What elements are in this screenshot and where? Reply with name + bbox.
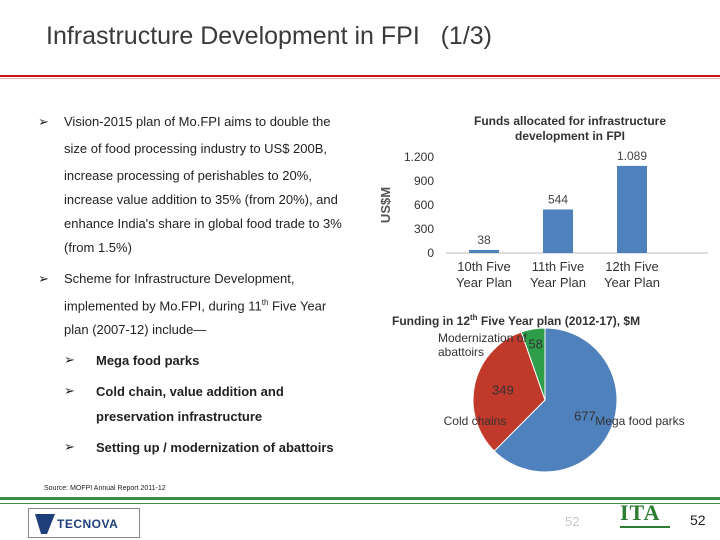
bar-category-label: Year Plan — [604, 275, 660, 290]
pie-chart-title: Funding in 12th Five Year plan (2012-17)… — [392, 313, 641, 328]
tecnova-logo-mark-icon — [35, 514, 55, 534]
footer-green-rule-thin — [0, 503, 720, 504]
ita-logo-underline — [620, 526, 670, 528]
bar — [543, 209, 573, 253]
bar — [469, 249, 499, 253]
bar-category-label: 11th Five — [532, 259, 585, 274]
page-number: 52 — [690, 512, 706, 528]
bar-y-tick-label: 300 — [414, 222, 434, 236]
bar-value-label: 38 — [477, 233, 491, 247]
bar-y-axis-label: US$M — [378, 187, 393, 223]
ita-logo: ITA — [618, 500, 690, 536]
bar-category-label: Year Plan — [530, 275, 586, 290]
bar-value-label: 1.089 — [617, 149, 647, 163]
bar-y-tick-label: 600 — [414, 198, 434, 212]
title-rule — [0, 75, 720, 77]
bar-y-tick-label: 1.200 — [404, 150, 434, 164]
bullet-1-line-2: size of food processing industry to US$ … — [64, 141, 328, 156]
bullet-1-line-6: (from 1.5%) — [64, 240, 132, 255]
pie-slice-label: Mega food parks — [595, 414, 684, 428]
sub-bullet-arrow-icon: ➢ — [64, 352, 75, 367]
bullet-arrow-icon: ➢ — [38, 271, 49, 286]
pie-slice-label: Modernization of — [438, 331, 527, 345]
bullet-1-line-3: increase processing of perishables to 20… — [64, 168, 312, 183]
tecnova-logo-text: TECNOVA — [57, 517, 119, 531]
sub-bullet-cold-chain: Cold chain, value addition and — [96, 384, 284, 399]
sub-bullet-cold-chain-cont: preservation infrastructure — [96, 409, 263, 424]
bullet-1-line-5: enhance India's share in global food tra… — [64, 216, 342, 231]
sub-bullet-abattoirs: Setting up / modernization of abattoirs — [96, 440, 334, 455]
pie-value-label: 58 — [528, 337, 542, 352]
bar — [617, 165, 647, 253]
bar-y-tick-label: 0 — [427, 246, 434, 260]
pie-slice-label: Cold chains — [444, 414, 507, 428]
pie-chart: 677 349 58 Mega food parks Cold chains Modern… — [438, 327, 685, 473]
footer-green-rule — [0, 497, 720, 500]
bullet-2-line-3: plan (2007-12) include— — [64, 322, 207, 337]
pie-slice — [472, 331, 546, 452]
ita-logo-text: ITA — [620, 500, 661, 525]
pie-slice-label: abattoirs — [438, 345, 484, 359]
footer: TECNOVA 52 ITA 52 — [0, 497, 720, 540]
bar-category-label: 12th Five — [605, 259, 658, 274]
pie-value-label: 349 — [492, 382, 514, 397]
bar-chart-title: Funds allocated for infrastructure devel… — [473, 114, 667, 143]
bar-y-tick-label: 900 — [414, 174, 434, 188]
slide-title: Infrastructure Development in FPI (1/3) — [46, 22, 493, 50]
pie-slice — [520, 327, 546, 401]
sub-bullet-arrow-icon: ➢ — [64, 439, 75, 454]
source-note: Source: MOFPI Annual Report 2011-12 — [44, 485, 166, 492]
page-number-ghost: 52 — [565, 514, 580, 529]
pie-slice — [493, 327, 618, 473]
bullet-2-line-2: implemented by Mo.FPI, during 11th Five … — [64, 298, 327, 314]
bullet-arrow-icon: ➢ — [38, 114, 49, 129]
bar-category-label: 10th Five — [457, 259, 510, 274]
pie-value-label: 677 — [574, 408, 596, 423]
tecnova-logo: TECNOVA — [28, 508, 140, 538]
bullet-1-line-4: increase value addition to 35% (from 20%… — [64, 192, 338, 207]
title-rule-shadow — [0, 78, 720, 79]
sub-bullet-arrow-icon: ➢ — [64, 383, 75, 398]
bar-category-label: Year Plan — [456, 275, 512, 290]
bullet-2-line-1: Scheme for Infrastructure Development, — [64, 271, 295, 286]
sub-bullet-mega-food-parks: Mega food parks — [96, 353, 200, 368]
bullet-1-line-1: Vision-2015 plan of Mo.FPI aims to doubl… — [64, 114, 331, 129]
bar-value-label: 544 — [548, 192, 568, 206]
